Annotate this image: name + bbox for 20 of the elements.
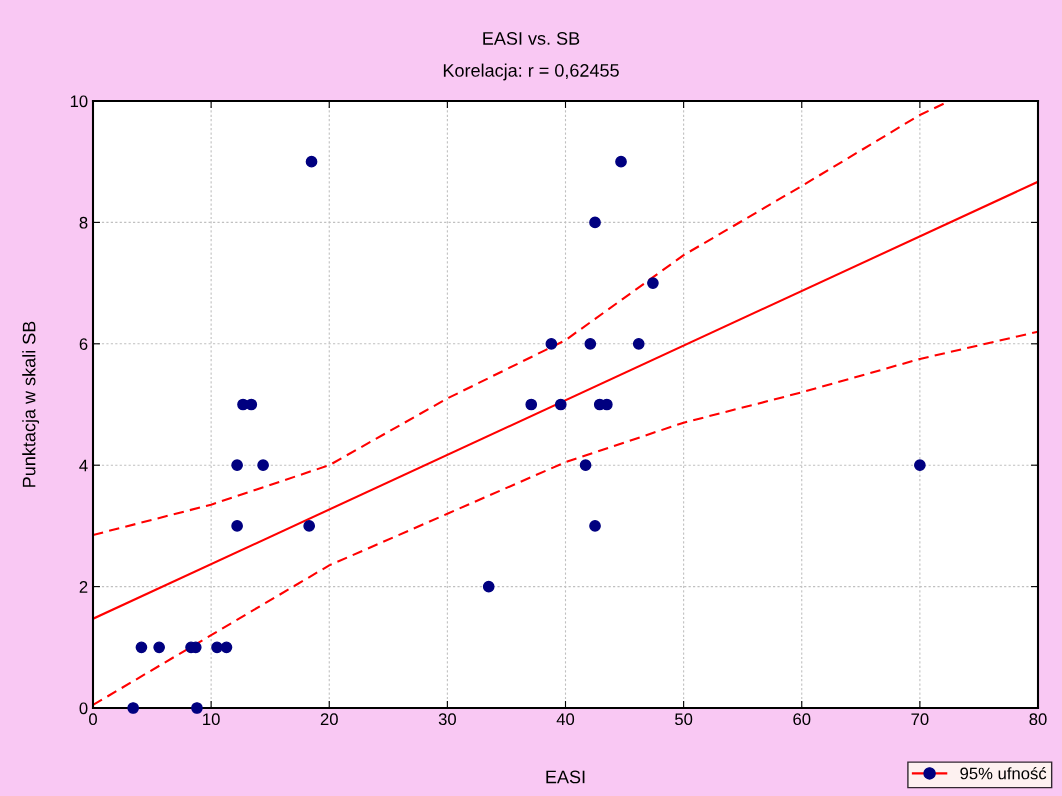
x-tick-label: 20 [320,713,338,726]
y-tick-label: 2 [79,581,88,593]
y-tick-label: 10 [70,95,88,108]
y-tick-label: 0 [79,702,88,715]
x-tick-label: 70 [911,713,929,726]
y-tick-label: 8 [79,216,88,229]
x-tick-label: 80 [1029,713,1047,726]
x-tick-label: 60 [793,713,811,726]
chart-subtitle: Korelacja: r = 0,62455 [443,63,619,81]
x-tick-label: 30 [438,713,456,726]
chart-title: EASI vs. SB [483,32,580,45]
y-tick-label: 4 [79,459,88,472]
x-axis-title: EASI [546,770,585,784]
x-tick-label: 10 [203,713,220,726]
legend-label: 95% ufność [960,766,1047,780]
x-tick-label: 40 [556,713,575,726]
y-axis-title: Punktacja w skali SB [22,321,40,487]
x-tick-label: 50 [675,713,693,726]
y-tick-label: 6 [79,338,88,350]
x-tick-label: 0 [89,713,97,726]
